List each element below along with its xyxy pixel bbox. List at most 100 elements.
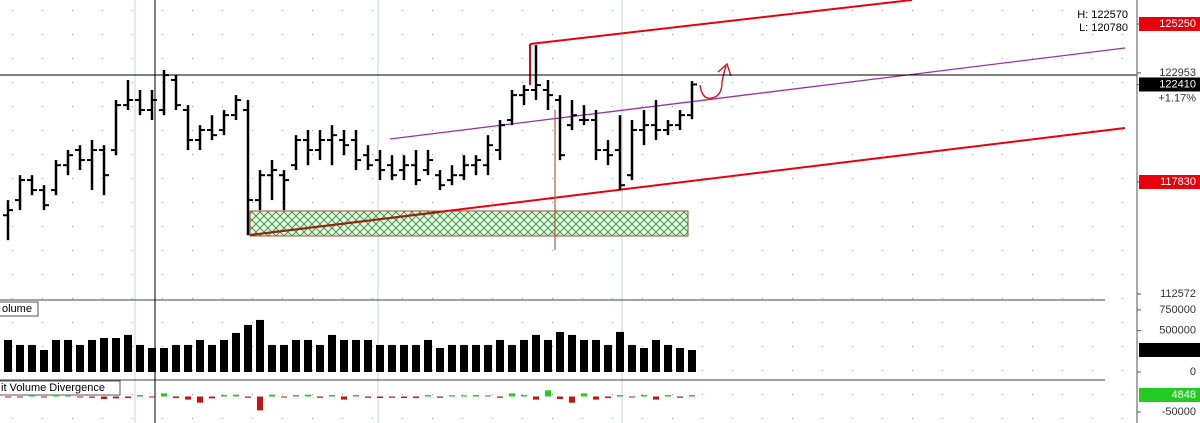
divergence-bar — [137, 394, 143, 397]
divergence-bar — [17, 396, 23, 398]
y-tick-label: 0 — [1190, 366, 1196, 378]
divergence-bar — [497, 396, 503, 398]
volume-bar — [172, 344, 180, 372]
volume-bar — [316, 344, 324, 372]
divergence-bar — [293, 394, 299, 397]
volume-bar — [136, 344, 144, 372]
volume-bar — [460, 344, 468, 372]
divergence-bar — [29, 394, 35, 397]
volume-bar — [652, 339, 660, 372]
divergence-bar — [185, 396, 191, 400]
divergence-bar — [161, 393, 167, 397]
volume-bar — [76, 344, 84, 372]
y-tick-label: 122953 — [1159, 67, 1196, 79]
price-marker-box — [1139, 77, 1200, 92]
divergence-bar — [569, 396, 575, 403]
divergence-bar — [689, 395, 695, 397]
volume-bar — [520, 339, 528, 372]
volume-bar — [616, 331, 624, 372]
volume-bar — [580, 339, 588, 372]
divergence-bar — [533, 396, 539, 400]
volume-bar — [112, 337, 120, 372]
volume-bar — [148, 348, 156, 372]
volume-bar — [436, 348, 444, 372]
y-tick-label: 117830 — [1160, 176, 1196, 188]
volume-bar — [352, 339, 360, 372]
divergence-bar — [377, 396, 383, 399]
volume-bar — [592, 339, 600, 372]
y-tick-label: 112572 — [1160, 288, 1196, 300]
pane-label-box — [0, 301, 39, 317]
divergence-bar — [197, 396, 203, 403]
volume-bar — [160, 348, 168, 372]
pane-label: it Volume Divergence — [1, 382, 105, 394]
volume-bar — [628, 344, 636, 372]
bar-low: L: 120780 — [1079, 22, 1128, 34]
volume-bar — [292, 339, 300, 372]
divergence-bar — [437, 396, 443, 398]
volume-bar — [16, 344, 24, 372]
price-marker-box — [1139, 175, 1200, 190]
volume-bar — [676, 348, 684, 372]
current-divergence-marker — [1139, 388, 1200, 403]
volume-bar — [184, 344, 192, 372]
divergence-bar — [521, 394, 527, 397]
divergence-bar — [5, 396, 11, 398]
volume-bar — [100, 337, 108, 372]
volume-bar — [532, 334, 540, 372]
volume-bar — [448, 344, 456, 372]
divergence-bar — [665, 394, 671, 397]
y-tick-label: -50000 — [1162, 406, 1196, 418]
divergence-bar — [341, 396, 347, 400]
volume-bar — [280, 344, 288, 372]
divergence-bar — [281, 396, 287, 398]
volume-bar — [424, 339, 432, 372]
pane-label: olume — [2, 303, 32, 315]
divergence-bar — [629, 396, 635, 398]
hand-arrow — [699, 62, 732, 99]
divergence-bar — [305, 394, 311, 397]
channel-lower-inner — [249, 211, 441, 236]
volume-bar — [208, 344, 216, 372]
divergence-bar — [53, 394, 59, 397]
volume-bar — [64, 339, 72, 372]
y-tick-label: 750000 — [1159, 304, 1196, 316]
volume-bar — [268, 344, 276, 372]
divergence-bar — [125, 396, 131, 399]
volume-bar — [496, 339, 504, 372]
divergence-bar — [593, 396, 599, 400]
volume-bar — [28, 344, 36, 372]
divergence-bar — [65, 394, 71, 397]
divergence-bar — [353, 394, 359, 397]
bar-high: H: 122570 — [1077, 9, 1128, 21]
volume-bar — [256, 319, 264, 372]
volume-bar — [88, 339, 96, 372]
divergence-bar — [149, 396, 155, 398]
volume-bar — [568, 334, 576, 372]
divergence-bar — [413, 396, 419, 399]
divergence-bar — [89, 396, 95, 398]
change-label: +1.17% — [1158, 92, 1196, 104]
divergence-bar — [77, 396, 83, 398]
divergence-bar — [257, 396, 263, 411]
volume-bar — [220, 339, 228, 372]
current-divergence-label: 4848 — [1172, 389, 1196, 401]
divergence-bar — [653, 396, 659, 400]
volume-bar — [40, 349, 48, 372]
volume-bar — [196, 339, 204, 372]
y-tick-label: 122410 — [1159, 78, 1196, 90]
volume-bar — [52, 339, 60, 372]
divergence-bar — [365, 396, 371, 398]
divergence-bar — [641, 394, 647, 397]
divergence-bar — [245, 396, 251, 398]
volume-bar — [412, 344, 420, 372]
divergence-bar — [113, 396, 119, 399]
price-axis-area — [1137, 0, 1200, 423]
volume-bar — [508, 344, 516, 372]
divergence-bar — [401, 396, 407, 399]
divergence-bar — [509, 393, 515, 397]
volume-bar — [4, 339, 12, 372]
divergence-bar — [605, 396, 611, 399]
volume-bar — [556, 331, 564, 372]
